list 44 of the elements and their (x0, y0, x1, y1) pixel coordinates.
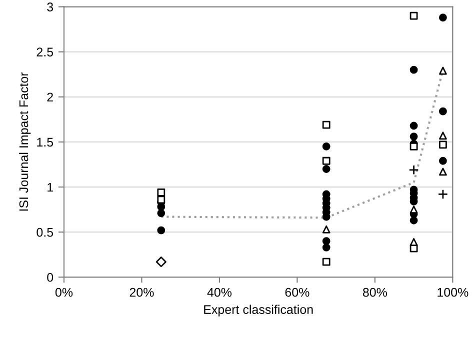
point (157, 209, 166, 218)
point (322, 120, 330, 129)
point (439, 168, 447, 176)
y-tick-label: 2.5 (36, 48, 54, 56)
point (439, 140, 447, 149)
point (410, 206, 418, 214)
x-tick-label: 80% (362, 288, 387, 297)
point (410, 66, 418, 74)
point (157, 188, 166, 196)
point (157, 196, 166, 204)
point (439, 66, 447, 75)
x-tick-label: 20% (130, 288, 154, 297)
y-tick-label: 1 (48, 182, 53, 192)
y-tick-label: 0.5 (36, 228, 54, 237)
x-tick-label: 40% (207, 288, 232, 297)
y-tick-label: 1.5 (37, 138, 54, 147)
point (322, 165, 330, 173)
point (410, 216, 418, 224)
point (439, 132, 447, 140)
point (410, 12, 418, 20)
point (410, 142, 418, 150)
y-tick-label: 0 (47, 272, 54, 282)
point (410, 132, 418, 141)
x-tick-label: 100% (438, 288, 468, 297)
point (439, 156, 447, 165)
x-axis-title: Expert classification (204, 304, 313, 316)
y-tick-label: 2 (47, 92, 53, 102)
point (438, 189, 448, 200)
point (410, 238, 418, 246)
point (410, 122, 418, 130)
point (322, 225, 330, 234)
x-tick-label: 60% (285, 288, 310, 297)
point (322, 156, 330, 165)
point (322, 258, 330, 266)
point (439, 107, 447, 116)
y-tick-label: 3 (47, 2, 54, 12)
point (156, 256, 166, 268)
point (322, 142, 330, 150)
point (157, 226, 166, 234)
point (322, 243, 330, 252)
point (439, 14, 447, 22)
x-tick-label: 0% (55, 288, 73, 297)
point (408, 164, 419, 175)
y-axis-title: ISI Journal Impact Factor (18, 72, 31, 211)
